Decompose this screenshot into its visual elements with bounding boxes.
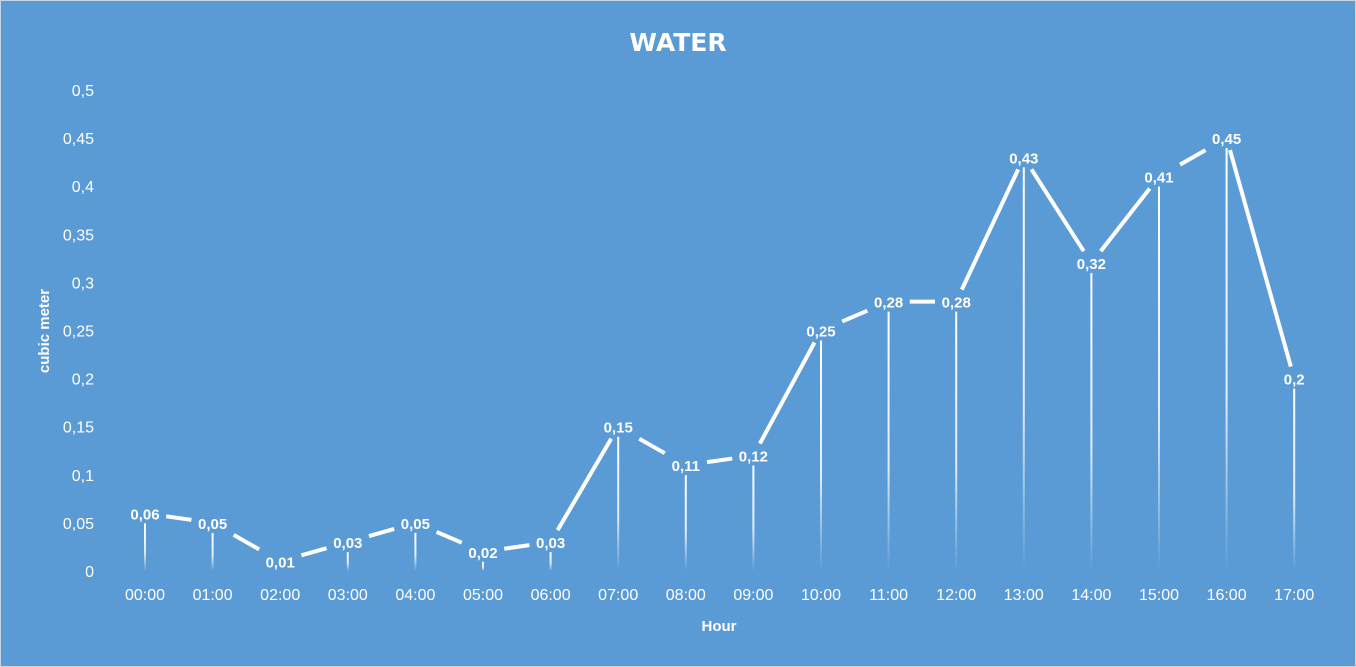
y-tick-label: 0,2 <box>72 372 94 389</box>
x-axis: 00:00 01:00 02:00 03:00 04:00 05:00 06:00 07:00… <box>125 587 1314 604</box>
drop-line <box>346 552 349 571</box>
drop-line <box>684 475 687 571</box>
series-segment <box>841 308 869 324</box>
x-tick-label: 01:00 <box>193 587 233 604</box>
chart-title: WATER <box>629 28 726 57</box>
y-tick-label: 0,25 <box>63 324 94 341</box>
data-label: 0,41 <box>1144 170 1173 187</box>
series-line <box>165 148 1293 558</box>
drop-line <box>1022 167 1025 571</box>
drop-line <box>414 532 417 571</box>
x-tick-label: 17:00 <box>1274 587 1314 604</box>
data-label: 0,45 <box>1212 131 1241 148</box>
y-axis: 0 0,05 0,1 0,15 0,2 0,25 0,3 0,35 0,4 0,45 0,5 <box>63 83 94 581</box>
x-axis-title: Hour <box>702 618 737 635</box>
x-tick-label: 00:00 <box>125 587 165 604</box>
data-label: 0,03 <box>536 535 565 552</box>
y-tick-label: 0,15 <box>63 420 94 437</box>
data-label: 0,32 <box>1077 256 1106 273</box>
y-axis-title: cubic meter <box>36 289 53 373</box>
series-segment <box>368 527 395 539</box>
data-label: 0,43 <box>1009 150 1038 167</box>
drop-line <box>955 311 958 571</box>
drop-line <box>820 340 822 571</box>
series-segment <box>1228 149 1293 368</box>
x-tick-label: 06:00 <box>531 587 571 604</box>
x-tick-label: 08:00 <box>666 587 706 604</box>
drop-line <box>1225 148 1228 571</box>
series-segment <box>1029 168 1086 253</box>
drop-line <box>1158 186 1160 571</box>
series-segment <box>232 533 261 552</box>
data-label: 0,28 <box>942 295 971 312</box>
x-tick-label: 02:00 <box>260 587 300 604</box>
drop-line <box>887 311 890 571</box>
data-label: 0,02 <box>468 545 497 562</box>
drop-line <box>752 465 755 571</box>
drop-line <box>144 523 146 571</box>
y-tick-label: 0 <box>85 564 94 581</box>
data-label: 0,12 <box>739 449 768 466</box>
y-tick-label: 0,4 <box>72 179 94 196</box>
series-segment <box>165 514 192 522</box>
x-tick-label: 09:00 <box>733 587 773 604</box>
x-tick-label: 07:00 <box>598 587 638 604</box>
data-label: 0,25 <box>806 324 835 341</box>
data-label: 0,2 <box>1284 372 1305 389</box>
series-segment <box>638 436 666 455</box>
x-tick-label: 16:00 <box>1207 587 1247 604</box>
x-tick-label: 11:00 <box>869 587 908 604</box>
series-segment <box>300 546 328 558</box>
x-tick-label: 12:00 <box>936 587 976 604</box>
y-tick-label: 0,5 <box>72 83 94 100</box>
x-tick-label: 15:00 <box>1139 587 1179 604</box>
x-tick-label: 03:00 <box>328 587 368 604</box>
data-label: 0,15 <box>604 420 633 437</box>
data-label: 0,03 <box>333 535 362 552</box>
series-segment <box>960 168 1020 291</box>
drop-line <box>617 436 620 571</box>
series-segment <box>706 456 733 465</box>
series-segment <box>435 530 463 545</box>
drop-lines <box>144 148 1296 571</box>
x-tick-label: 10:00 <box>801 587 841 604</box>
y-tick-label: 0,35 <box>63 227 94 244</box>
x-tick-label: 05:00 <box>463 587 503 604</box>
data-label: 0,05 <box>198 516 227 533</box>
drop-line <box>482 561 484 571</box>
data-label: 0,01 <box>266 554 295 571</box>
drop-line <box>1293 388 1296 571</box>
series-segment <box>555 437 613 532</box>
data-labels: 0,06 0,05 0,01 0,03 0,05 0,02 0,03 0,15 0,11 0,12… <box>130 131 1304 571</box>
data-label: 0,11 <box>672 458 700 475</box>
y-tick-label: 0,05 <box>63 516 94 533</box>
x-tick-label: 14:00 <box>1071 587 1111 604</box>
y-tick-label: 0,45 <box>63 131 94 148</box>
x-tick-label: 13:00 <box>1004 587 1044 604</box>
drop-line <box>1090 273 1093 571</box>
series-segment <box>1099 187 1152 253</box>
data-label: 0,06 <box>130 506 159 523</box>
series-segment <box>1179 148 1207 167</box>
x-tick-label: 04:00 <box>395 587 435 604</box>
drop-line <box>549 552 552 571</box>
series-segment <box>503 543 530 551</box>
series-segment <box>758 341 817 445</box>
y-tick-label: 0,1 <box>72 468 94 485</box>
data-label: 0,28 <box>874 295 903 312</box>
data-label: 0,05 <box>401 516 430 533</box>
drop-line <box>211 532 214 571</box>
y-tick-label: 0,3 <box>72 275 94 292</box>
